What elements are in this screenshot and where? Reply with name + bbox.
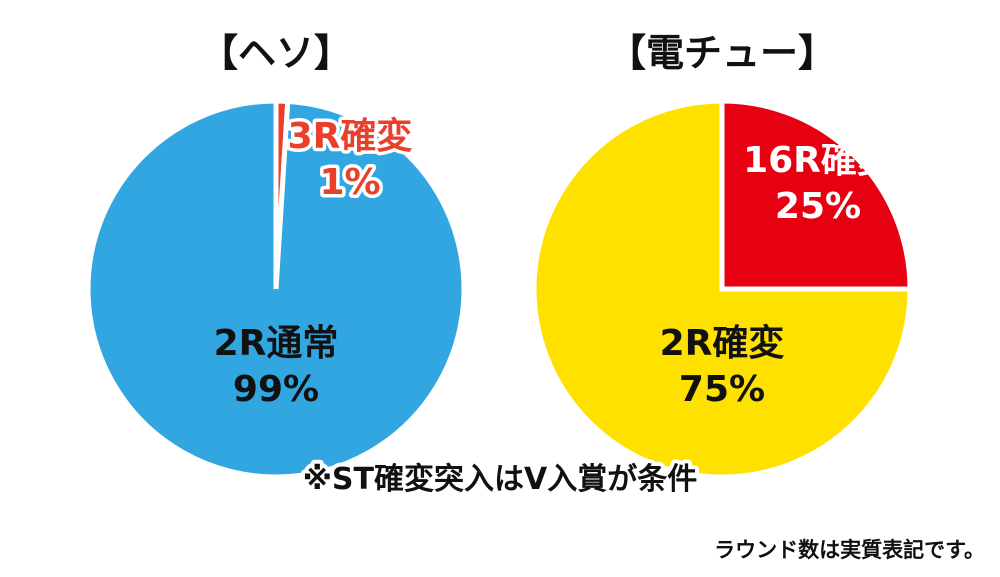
slice-label-denchu-0: 16R確変 [743, 139, 893, 181]
pie-labels-heso: 3R確変 1% 2R通常 99% [214, 112, 416, 411]
pie-slice-denchu-0 [719, 98, 913, 292]
slice-value-label-denchu-0: 25% [775, 186, 861, 227]
pie-slice-heso-1 [85, 98, 467, 480]
pie-chart-heso: 【ヘソ】 3R確変 1% 2R通常 99% [85, 31, 467, 480]
pie-slices-denchu [531, 98, 913, 480]
bottom-note-round-notation: ラウンド数は実質表記です。 [714, 538, 985, 562]
slice-label-heso-1: 2R通常 [214, 323, 339, 364]
footnote-st-condition: ※ST確変突入はV入賞が条件 [303, 462, 697, 497]
pie-slices-heso [85, 98, 467, 480]
pie-slice-denchu-1 [531, 98, 913, 480]
pie-chart-denchu: 【電チュー】 16R確変 25% 2R確変 75% [531, 31, 913, 480]
chart-title-denchu: 【電チュー】 [608, 31, 836, 75]
slice-value-label-denchu-1: 75% [679, 369, 765, 410]
slice-value-label-heso-0: 1% [319, 162, 380, 203]
slice-value-label-heso-1: 99% [233, 369, 319, 410]
slice-label-denchu-1: 2R確変 [660, 322, 785, 364]
slice-label-heso-0: 3R確変 [288, 115, 413, 157]
chart-title-heso: 【ヘソ】 [200, 31, 352, 75]
pie-labels-denchu: 16R確変 25% 2R確変 75% [660, 139, 893, 410]
